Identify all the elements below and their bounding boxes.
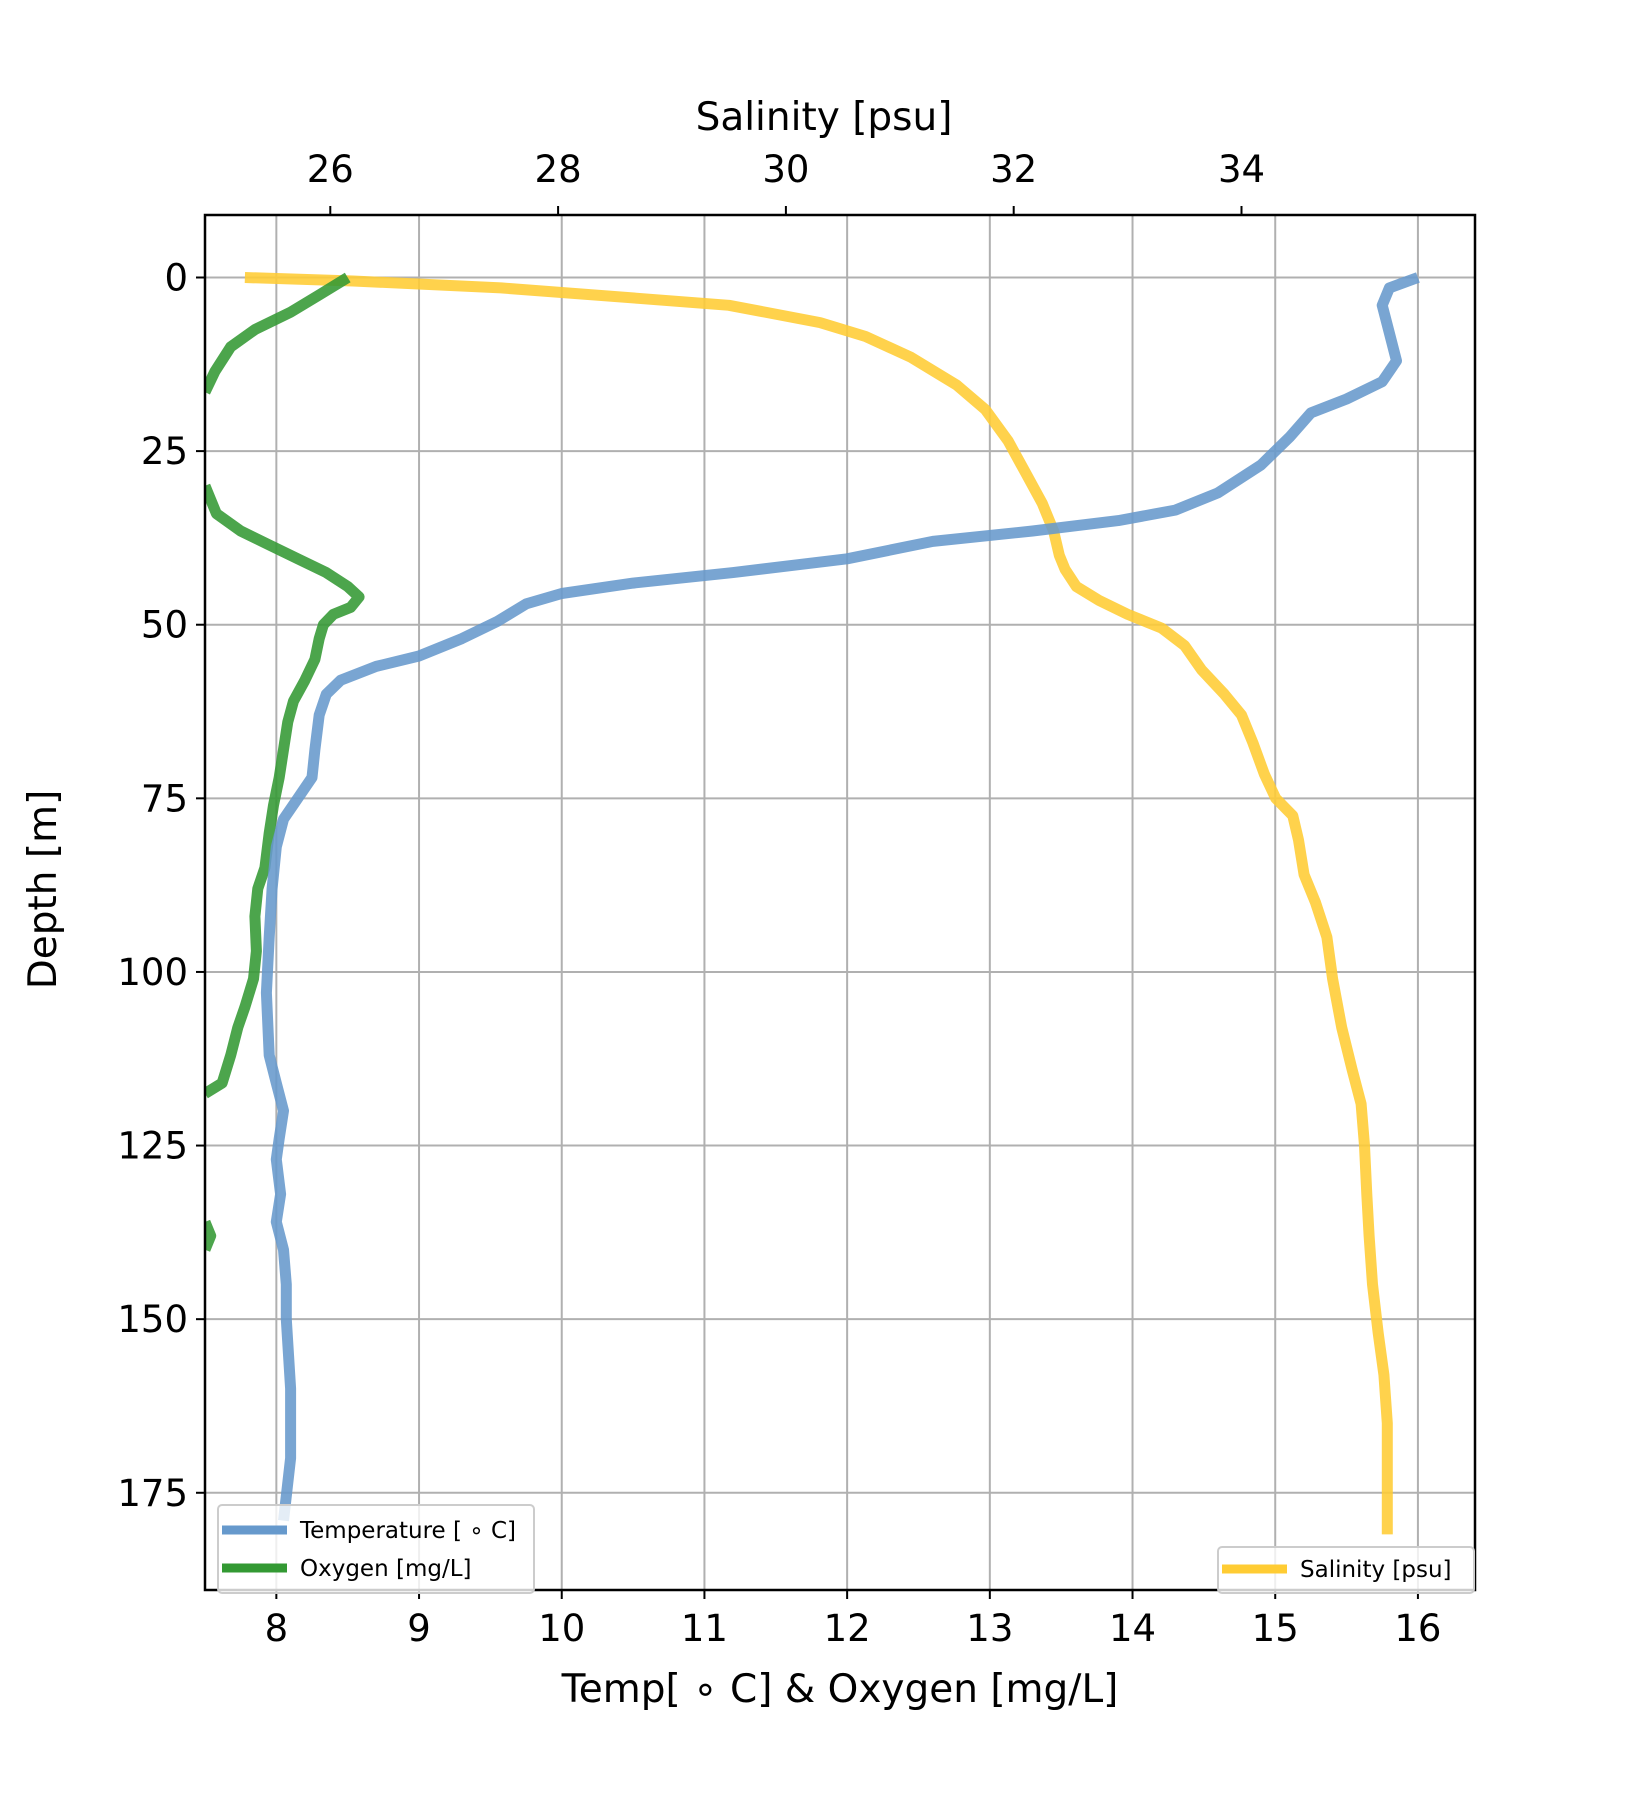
series-lines	[205, 272, 1420, 1535]
temperature-line	[260, 272, 1420, 1522]
salinity-line	[244, 272, 1393, 1535]
oxygen-line	[205, 483, 365, 1099]
x-tick-label: 15	[1252, 1607, 1299, 1650]
legend-left-box	[217, 1504, 535, 1594]
legend-salinity: Salinity [psu]	[1217, 1546, 1475, 1594]
x-axis-label: Temp[ ∘ C] & Oxygen [mg/L]	[561, 1667, 1119, 1712]
ticks: 8 9 10 11 12 13 14 15 16 26 28 30 32 34 0 25 50 75 100 125 1…	[117, 148, 1441, 1650]
y-tick-label: 25	[141, 430, 188, 473]
legend-oxygen-label: Oxygen [mg/L]	[300, 1556, 471, 1582]
x-top-tick-label: 34	[1218, 148, 1265, 191]
y-tick-label: 150	[117, 1298, 188, 1341]
legend-right-box	[1217, 1546, 1475, 1594]
y-tick-label: 175	[117, 1472, 188, 1515]
x-tick-label: 16	[1394, 1607, 1441, 1650]
y-tick-label: 50	[141, 604, 188, 647]
y-tick-label: 0	[164, 257, 188, 300]
oxygen-line	[205, 272, 351, 395]
x-axis-label-top: Salinity [psu]	[696, 95, 953, 140]
x-top-tick-label: 26	[307, 148, 354, 191]
y-tick-label: 100	[117, 951, 188, 994]
x-tick-label: 14	[1109, 1607, 1156, 1650]
x-tick-label: 9	[407, 1607, 431, 1650]
plot-frame	[203, 213, 1477, 1592]
legend-temperature-oxygen: Temperature [ ∘ C] Oxygen [mg/L]	[217, 1504, 535, 1594]
x-top-tick-label: 32	[990, 148, 1037, 191]
x-tick-label: 10	[538, 1607, 585, 1650]
x-tick-label: 11	[681, 1607, 728, 1650]
y-tick-label: 75	[141, 777, 188, 820]
x-tick-label: 13	[966, 1607, 1013, 1650]
y-axis-label: Depth [m]	[21, 790, 66, 990]
x-tick-label: 8	[265, 1607, 289, 1650]
x-top-tick-label: 28	[535, 148, 582, 191]
x-tick-label: 12	[824, 1607, 871, 1650]
legend-salinity-label: Salinity [psu]	[1300, 1557, 1452, 1583]
y-tick-label: 125	[117, 1125, 188, 1168]
x-top-tick-label: 30	[762, 148, 809, 191]
legend-temperature-label: Temperature [ ∘ C]	[299, 1518, 516, 1544]
oxygen-line	[205, 1219, 217, 1252]
